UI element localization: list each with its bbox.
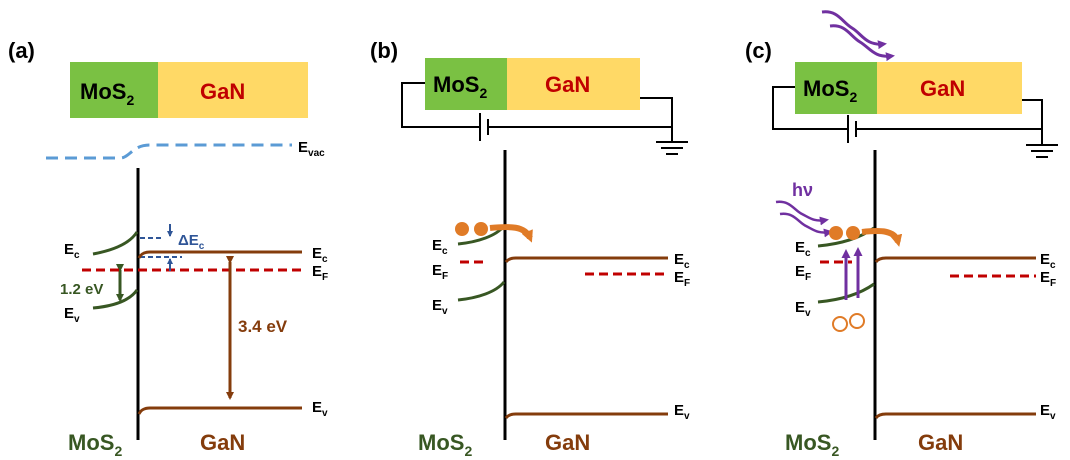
- panel-c-electron: [846, 226, 860, 240]
- panel-b-gan-conduction-band: [504, 256, 668, 263]
- panel-b-gan-ev-label: Ev: [674, 402, 690, 422]
- panel-b-gan-ef-label: EF: [674, 269, 690, 289]
- panel-b-mos2-ef-label: EF: [432, 262, 448, 282]
- panel-a-label: (a): [8, 38, 35, 63]
- panel-b: (b) MoS2 GaN Ec EF Ev: [370, 38, 690, 459]
- panel-c-bottom-mos2-label: MoS2: [785, 430, 839, 459]
- panel-a-mos2-box-label: MoS2: [80, 79, 134, 108]
- panel-a-evac-label: Evac: [298, 139, 325, 159]
- panel-c-hole: [849, 313, 865, 329]
- panel-a-gan-ec-label: Ec: [312, 245, 328, 265]
- panel-c-gan-ef-label: EF: [1040, 269, 1056, 289]
- panel-c-gan-ec-label: Ec: [1040, 251, 1056, 271]
- panel-b-electron: [474, 222, 488, 236]
- panel-a-mos2-box: [70, 62, 158, 118]
- panel-c-circuit-wire: [772, 86, 1043, 130]
- panel-a-bottom-mos2-label: MoS2: [68, 430, 122, 459]
- panel-b-gan-valence-band: [504, 412, 668, 419]
- panel-c-mos2-box: [795, 62, 877, 114]
- panel-c-photon-wave-icon: [779, 212, 833, 238]
- panel-c-electron: [829, 226, 843, 240]
- panel-c-mos2-ec-label: Ec: [795, 239, 811, 259]
- panel-c-gan-valence-band: [874, 412, 1036, 419]
- panel-c-mos2-ev-label: Ev: [795, 299, 811, 319]
- panel-a-gan-box: [158, 62, 308, 118]
- panel-a-gan-ef-label: EF: [312, 263, 328, 283]
- panel-a-gan-gap-label: 3.4 eV: [238, 317, 288, 336]
- panel-a-mos2-ec-label: Ec: [64, 241, 80, 261]
- panel-b-electron-transfer-arrow: [489, 224, 533, 243]
- panel-b-mos2-box-label: MoS2: [433, 72, 487, 101]
- panel-b-gan-box-label: GaN: [545, 72, 590, 97]
- panel-c-gan-ev-label: Ev: [1040, 402, 1056, 422]
- panel-a-mos2-conduction-band: [92, 231, 139, 256]
- panel-c-light-wave-icon: [821, 10, 887, 50]
- panel-c-mos2-box-label: MoS2: [803, 76, 857, 105]
- panel-c-gan-conduction-band: [874, 256, 1036, 263]
- panel-c-bottom-gan-label: GaN: [918, 430, 963, 455]
- panel-b-bottom-gan-label: GaN: [545, 430, 590, 455]
- panel-b-mos2-valence-band: [457, 280, 506, 302]
- panel-a-mos2-ev-label: Ev: [64, 305, 80, 325]
- panel-c-label: (c): [745, 38, 772, 63]
- panel-c-electron-transfer-arrow: [861, 228, 903, 247]
- panel-a-mos2-valence-band: [92, 289, 139, 310]
- panel-b-mos2-ev-label: Ev: [432, 297, 448, 317]
- panel-a-delta-ec-label: ΔEc: [178, 232, 205, 252]
- panel-c-photon-wave-icon: [775, 200, 829, 226]
- panel-b-gan-box: [507, 58, 640, 110]
- panel-b-ground-icon: [656, 127, 688, 155]
- panel-c-gan-box-label: GaN: [920, 76, 965, 101]
- panel-c: (c) MoS2 GaN hν Ec: [745, 10, 1058, 459]
- panel-a-bottom-gan-label: GaN: [200, 430, 245, 455]
- panel-a-mos2-gap-label: 1.2 eV: [60, 281, 103, 298]
- panel-b-mos2-box: [425, 58, 507, 110]
- panel-c-hole: [832, 316, 848, 332]
- panel-a-gan-box-label: GaN: [200, 79, 245, 104]
- panel-b-bottom-mos2-label: MoS2: [418, 430, 472, 459]
- panel-c-ground-icon: [1026, 129, 1058, 158]
- panel-c-mos2-ef-label: EF: [795, 263, 811, 283]
- panel-c-mos2-valence-band: [817, 282, 875, 304]
- panel-c-gan-box: [877, 62, 1022, 114]
- panel-b-circuit-wire: [401, 82, 673, 128]
- panel-b-mos2-ec-label: Ec: [432, 237, 448, 257]
- panel-c-light-wave-icon: [829, 24, 895, 62]
- panel-c-photon-label: hν: [792, 180, 813, 200]
- panel-b-electron: [455, 222, 469, 236]
- panel-a-gan-conduction-band: [137, 250, 302, 259]
- panel-a-gan-ev-label: Ev: [312, 399, 328, 419]
- panel-b-label: (b): [370, 38, 398, 63]
- panel-a-gan-valence-band: [137, 406, 302, 415]
- panel-a: (a) MoS2 GaN Evac Ec 1.2 eV Ev: [8, 38, 328, 459]
- panel-a-vacuum-level: [46, 143, 292, 160]
- panel-b-gan-ec-label: Ec: [674, 251, 690, 271]
